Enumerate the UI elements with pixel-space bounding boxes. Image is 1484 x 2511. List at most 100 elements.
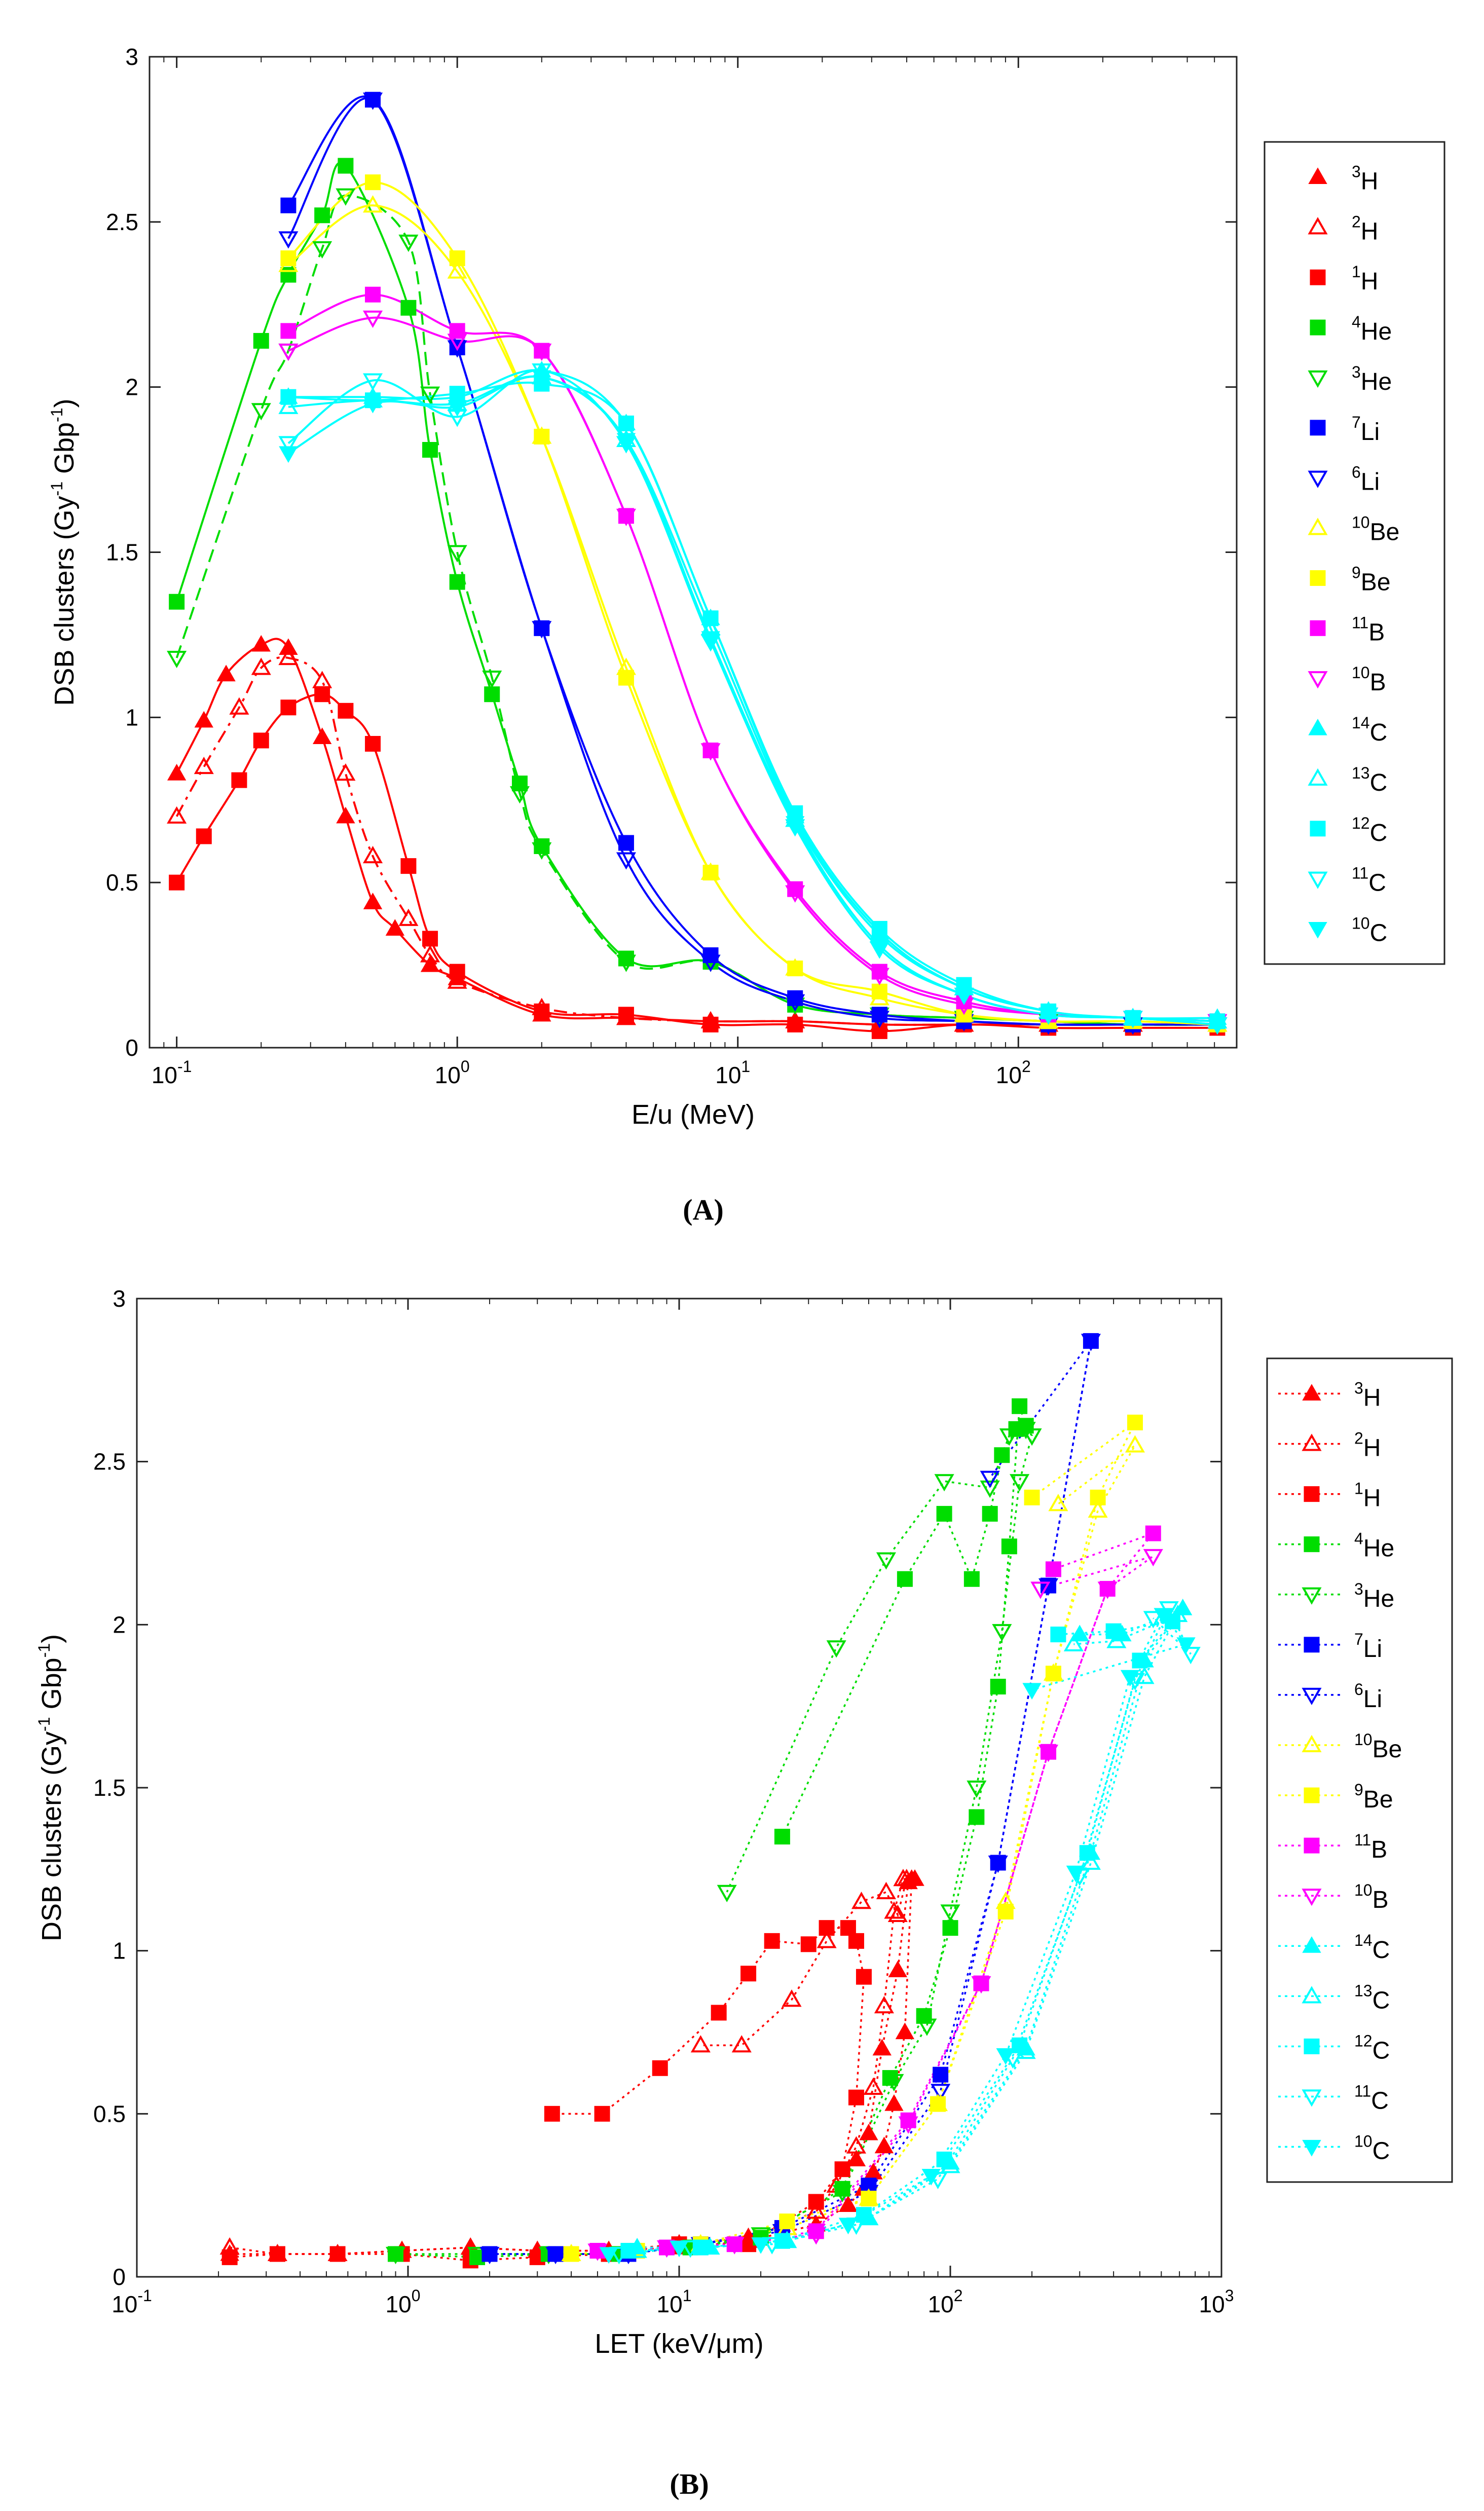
- data-point-6Li: [931, 2084, 951, 2101]
- legend-label: 13C: [1354, 1981, 1390, 2014]
- legend-item: 11B: [1310, 613, 1385, 646]
- data-point-9Be: [787, 961, 803, 977]
- legend-box: [1266, 1357, 1453, 2183]
- data-point-10C: [701, 631, 720, 648]
- legend-label: 4He: [1354, 1530, 1394, 1562]
- series-line-6Li: [287, 97, 1217, 1026]
- data-point-11B: [365, 286, 381, 303]
- legend-label: 10Be: [1352, 513, 1399, 546]
- data-point-1H: [269, 2246, 285, 2262]
- legend-marker: [1308, 768, 1328, 786]
- legend-item: 1H: [1310, 263, 1378, 295]
- data-point-2H: [806, 2201, 826, 2219]
- data-point-12C: [1012, 2037, 1028, 2053]
- legend: 3H 2H 1H 4He 3He 7Li 6Li 10Be 9Be 11B 10B 14C 13C 12C…: [1264, 141, 1445, 965]
- legend-label: 12C: [1352, 814, 1387, 846]
- legend-label: 6Li: [1354, 1680, 1382, 1713]
- series-line-10Be: [571, 1445, 1136, 2255]
- legend-marker: [1308, 217, 1328, 235]
- data-point-11B: [808, 2223, 824, 2239]
- legend-item: 11C: [1308, 864, 1386, 897]
- data-point-1H: [618, 1007, 634, 1023]
- legend-item: 2H: [1278, 1429, 1381, 1462]
- data-point-2H: [194, 756, 214, 774]
- legend-marker: [1302, 1687, 1322, 1706]
- data-point-2H: [420, 945, 440, 963]
- data-point-6Li: [869, 1011, 889, 1028]
- data-point-4He: [618, 950, 634, 967]
- y-axis-label: DSB clusters (Gy-1 Gbp-1): [35, 1634, 67, 1941]
- data-point-9Be: [997, 1903, 1014, 1919]
- data-point-3He: [992, 1624, 1012, 1642]
- legend-marker: [1308, 518, 1328, 535]
- data-point-10B: [1143, 1549, 1163, 1567]
- legend-item: 10Be: [1278, 1730, 1402, 1763]
- data-point-1H: [840, 1920, 856, 1936]
- data-point-10Be: [1048, 1494, 1068, 1511]
- legend-item: 10Be: [1308, 513, 1399, 546]
- data-point-4He: [774, 1829, 790, 1844]
- data-point-4He: [253, 333, 269, 349]
- data-point-2H: [278, 647, 299, 666]
- legend-label: 1H: [1352, 263, 1378, 295]
- legend-marker: [1310, 570, 1326, 586]
- data-point-3H: [336, 806, 355, 824]
- data-point-4He: [1001, 1538, 1017, 1555]
- legend-label: 10C: [1352, 914, 1387, 947]
- data-point-2H: [817, 1931, 837, 1948]
- legend-box: [1264, 141, 1445, 965]
- data-point-4He: [484, 686, 500, 703]
- data-point-3H: [312, 727, 332, 745]
- y-tick-label: 3: [113, 1285, 126, 1312]
- data-point-4He: [511, 776, 528, 792]
- data-point-2H: [167, 806, 187, 824]
- data-point-10C: [279, 446, 298, 463]
- data-point-12C: [774, 2233, 790, 2249]
- data-point-12C: [280, 389, 296, 405]
- data-point-3He: [826, 1640, 846, 1658]
- data-point-2H: [874, 1996, 894, 2014]
- legend-label: 14C: [1352, 714, 1387, 746]
- legend-label: 1H: [1354, 1480, 1381, 1512]
- data-point-1H: [740, 1966, 757, 1982]
- data-point-4He: [169, 594, 185, 610]
- data-point-4He: [338, 158, 354, 174]
- data-point-3He: [917, 2018, 937, 2036]
- data-point-2H: [363, 845, 383, 864]
- data-point-10B: [700, 743, 721, 761]
- legend-item: 3H: [1278, 1379, 1381, 1412]
- y-tick-label: 2.5: [106, 209, 138, 235]
- data-point-3He: [717, 1885, 737, 1902]
- data-point-3He: [167, 650, 187, 669]
- x-tick-label: 101: [657, 2286, 692, 2317]
- legend-marker: [1302, 2139, 1321, 2157]
- data-point-3He: [447, 545, 467, 563]
- data-point-1H: [834, 2161, 850, 2177]
- legend-label: 11B: [1352, 613, 1385, 646]
- series-line-10B: [597, 1555, 1154, 2252]
- data-point-9Be: [449, 250, 465, 267]
- legend-marker: [1302, 1433, 1322, 1451]
- data-point-13C: [278, 396, 299, 414]
- data-point-1H: [702, 1016, 719, 1032]
- data-point-2H: [782, 1989, 802, 2007]
- data-point-3He: [482, 671, 502, 688]
- data-point-9Be: [779, 2213, 795, 2230]
- data-point-3He: [385, 2246, 406, 2265]
- data-point-1H: [848, 1933, 864, 1949]
- data-point-3He: [532, 842, 552, 860]
- legend-marker: [1310, 319, 1326, 336]
- data-point-3He: [398, 234, 419, 252]
- data-point-10C: [1176, 1637, 1196, 1654]
- data-point-12C: [618, 415, 634, 431]
- data-point-10B: [278, 343, 299, 361]
- data-point-2H: [731, 2035, 752, 2053]
- data-point-2H: [897, 1869, 917, 1887]
- data-point-3H: [846, 2150, 866, 2166]
- data-point-10B: [587, 2243, 608, 2261]
- data-point-11C: [609, 2246, 629, 2265]
- data-point-10C: [448, 400, 467, 417]
- data-point-10Be: [1125, 1435, 1145, 1453]
- data-point-7Li: [787, 990, 803, 1006]
- series-line-3He: [175, 194, 1217, 1026]
